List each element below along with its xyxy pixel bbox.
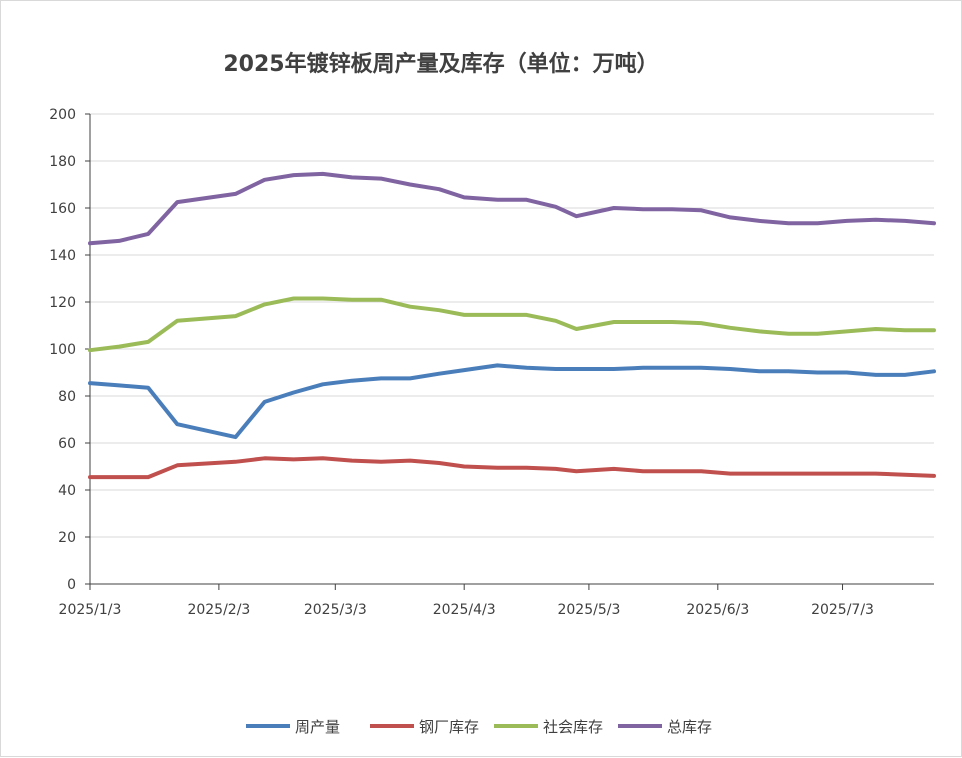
- x-tick-label: 2025/6/3: [686, 602, 749, 618]
- y-tick-label: 160: [49, 201, 76, 217]
- y-tick-label: 140: [49, 248, 76, 264]
- y-tick-label: 40: [58, 483, 76, 499]
- series-lines: [88, 171, 936, 480]
- y-axis-ticks: 0 20 40 60 80 100 120 140 160 180 200: [49, 107, 90, 593]
- series-line-3: [88, 171, 936, 246]
- legend-label: 钢厂库存: [419, 718, 479, 736]
- x-tick-label: 2025/4/3: [433, 602, 496, 618]
- x-tick-label: 2025/7/3: [811, 602, 874, 618]
- y-tick-label: 0: [67, 577, 76, 593]
- y-tick-label: 200: [49, 107, 76, 123]
- legend-label: 社会库存: [543, 718, 603, 736]
- y-tick-label: 80: [58, 389, 76, 405]
- x-tick-label: 2025/1/3: [59, 602, 122, 618]
- series-line-0: [88, 363, 936, 440]
- series-line-2: [88, 296, 936, 353]
- x-axis-ticks: 2025/1/3 2025/2/3 2025/3/3 2025/4/3 2025/5/3…: [59, 584, 874, 618]
- y-tick-label: 180: [49, 154, 76, 170]
- grid-lines: [90, 113, 934, 538]
- legend-label: 周产量: [295, 718, 340, 736]
- x-tick-label: 2025/5/3: [557, 602, 620, 618]
- y-tick-label: 100: [49, 342, 76, 358]
- legend-label: 总库存: [667, 718, 712, 736]
- y-tick-label: 20: [58, 530, 76, 546]
- series-line-1: [88, 456, 936, 480]
- chart-title: 2025年镀锌板周产量及库存（单位：万吨）: [223, 51, 658, 77]
- x-tick-label: 2025/2/3: [187, 602, 250, 618]
- legend: 周产量 钢厂库存 社会库存 总库存: [246, 718, 712, 736]
- x-tick-label: 2025/3/3: [304, 602, 367, 618]
- y-tick-label: 120: [49, 295, 76, 311]
- y-tick-label: 60: [58, 436, 76, 452]
